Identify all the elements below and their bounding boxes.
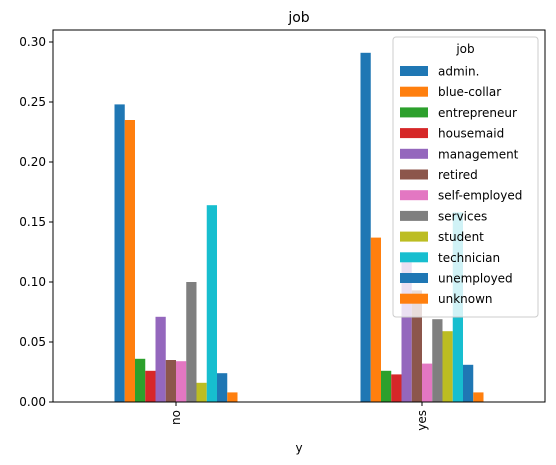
legend-swatch — [400, 190, 428, 201]
y-tick-label: 0.15 — [19, 215, 46, 229]
legend-swatch — [400, 231, 428, 242]
bar-admin--yes — [360, 52, 371, 403]
x-axis-label: y — [295, 441, 302, 455]
bar-blue-collar-yes — [370, 237, 381, 402]
legend-item[interactable]: housemaid — [400, 127, 504, 141]
bar-blue-collar-no — [124, 120, 135, 402]
legend-swatch — [400, 252, 428, 263]
y-tick-label: 0.30 — [19, 35, 46, 49]
bar-student-no — [196, 382, 207, 402]
legend-title: job — [455, 42, 474, 56]
legend-item[interactable]: student — [400, 230, 484, 244]
legend-item[interactable]: blue-collar — [400, 85, 501, 99]
bar-housemaid-no — [145, 370, 156, 402]
legend-swatch — [400, 273, 428, 283]
bar-unknown-yes — [473, 392, 484, 402]
bar-unknown-no — [227, 392, 238, 402]
legend-item[interactable]: retired — [400, 168, 478, 182]
bar-admin--no — [114, 104, 125, 403]
bar-entrepreneur-no — [135, 358, 146, 402]
legend-swatch — [400, 148, 428, 159]
legend-item[interactable]: technician — [400, 251, 500, 265]
legend-label: blue-collar — [438, 85, 501, 99]
bar-student-yes — [442, 331, 453, 402]
bar-technician-no — [206, 205, 217, 402]
x-tick-label: no — [169, 410, 183, 425]
y-axis: 0.00 0.05 0.10 0.15 0.20 0.25 0.30 — [19, 35, 53, 409]
legend-label: student — [438, 230, 484, 244]
legend-swatch — [400, 169, 428, 180]
legend-item[interactable]: entrepreneur — [400, 106, 517, 120]
legend-label: retired — [438, 168, 478, 182]
y-tick-label: 0.00 — [19, 395, 46, 409]
legend-label: unemployed — [438, 272, 513, 286]
y-tick-label: 0.20 — [19, 155, 46, 169]
bar-self-employed-yes — [422, 363, 433, 402]
y-tick-label: 0.05 — [19, 335, 46, 349]
bar-unemployed-yes — [463, 364, 474, 402]
legend-item[interactable]: services — [400, 209, 487, 223]
bars-layer — [114, 52, 484, 403]
legend-item[interactable]: admin. — [400, 65, 479, 79]
legend-label: self-employed — [438, 189, 522, 203]
legend-item[interactable]: self-employed — [400, 189, 522, 203]
legend-swatch — [400, 128, 428, 139]
bar-unemployed-no — [217, 373, 228, 402]
y-tick-label: 0.25 — [19, 95, 46, 109]
legend-swatch — [400, 293, 428, 304]
y-tick-label: 0.10 — [19, 275, 46, 289]
legend-swatch — [400, 107, 428, 118]
legend-label: technician — [438, 251, 500, 265]
x-tick-label: yes — [415, 410, 429, 431]
bar-management-yes — [401, 260, 412, 402]
chart-title: job — [287, 10, 309, 26]
bar-self-employed-no — [176, 361, 187, 402]
legend-item[interactable]: unknown — [400, 292, 493, 306]
bar-services-no — [186, 282, 197, 402]
plot-frame — [52, 29, 546, 403]
legend-swatch — [400, 210, 428, 221]
bar-management-no — [155, 316, 166, 402]
legend-swatch — [400, 86, 428, 97]
legend-item[interactable]: unemployed — [400, 272, 513, 286]
legend-swatch — [400, 66, 428, 76]
legend-label: unknown — [438, 292, 493, 306]
legend-item[interactable]: management — [400, 147, 519, 161]
bar-housemaid-yes — [391, 374, 402, 402]
bar-retired-yes — [411, 290, 422, 402]
legend-label: housemaid — [438, 127, 504, 141]
legend-label: admin. — [438, 65, 479, 79]
legend-label: entrepreneur — [438, 106, 517, 120]
legend-label: management — [438, 147, 519, 161]
legend-label: services — [438, 209, 487, 223]
x-axis: no yes — [169, 402, 429, 431]
legend[interactable]: job admin. blue-collar entrepreneur housemai… — [392, 36, 539, 318]
bar-entrepreneur-yes — [381, 370, 392, 402]
legend-box — [392, 36, 539, 318]
bar-services-yes — [432, 319, 443, 402]
bar-retired-no — [165, 360, 176, 402]
